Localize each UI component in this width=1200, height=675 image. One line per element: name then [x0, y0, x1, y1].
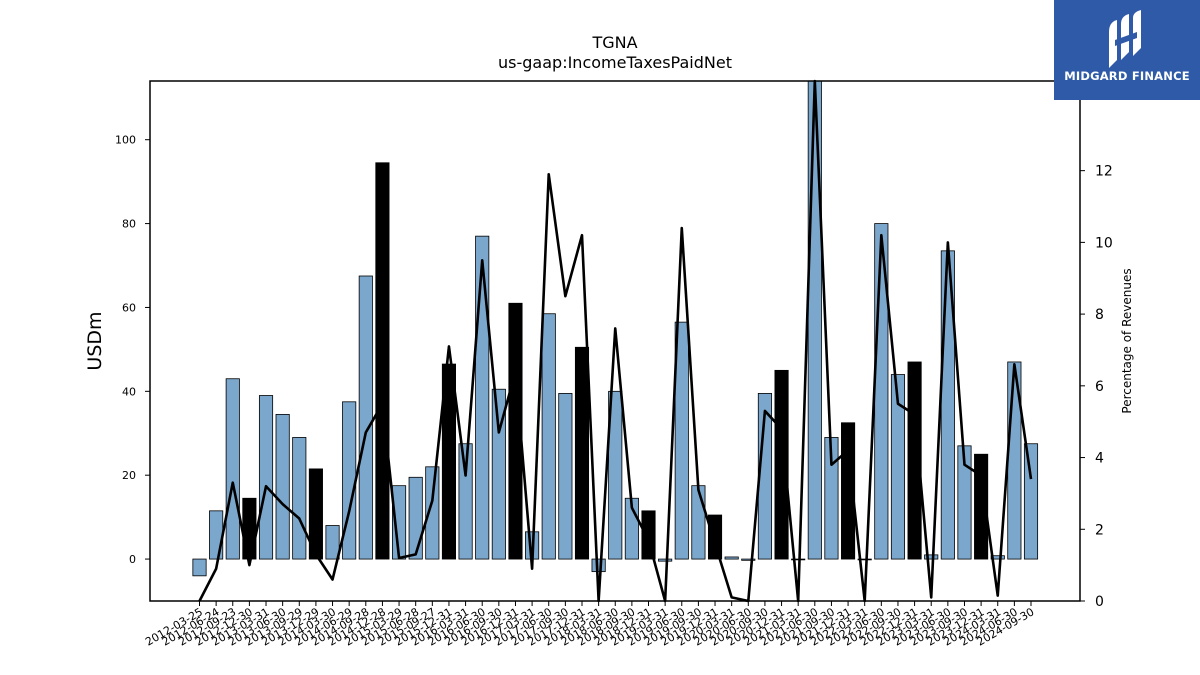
- bar: [541, 313, 556, 560]
- bar: [990, 555, 1005, 560]
- right-tick-label: 4: [1095, 451, 1104, 467]
- bar: [225, 378, 240, 560]
- right-tick-label: 6: [1095, 379, 1104, 395]
- bar: [308, 468, 323, 560]
- left-tick-label: 60: [122, 301, 136, 314]
- bar: [974, 453, 989, 560]
- bar: [774, 369, 789, 560]
- bar: [508, 302, 523, 560]
- bar: [791, 558, 806, 561]
- left-axis-ticks: 0 20 40 60 80 100: [115, 134, 150, 566]
- bar: [475, 235, 490, 560]
- bar: [641, 510, 656, 560]
- logo-text: MIDGARD FINANCE: [1064, 69, 1190, 83]
- bar: [425, 466, 440, 560]
- bar: [658, 558, 673, 562]
- left-tick-label: 40: [122, 385, 136, 398]
- y2-axis-label: Percentage of Revenues: [1120, 268, 1134, 413]
- y-axis-label: USDm: [84, 311, 106, 370]
- right-tick-label: 8: [1095, 307, 1104, 323]
- bar: [1023, 443, 1039, 560]
- bar-series: [192, 80, 1039, 577]
- bar: [242, 497, 257, 560]
- left-tick-label: 100: [115, 134, 136, 147]
- bar: [741, 558, 756, 561]
- midgard-finance-logo: MIDGARD FINANCE: [1054, 0, 1200, 100]
- bar: [674, 321, 689, 560]
- bar: [441, 363, 456, 560]
- left-tick-label: 20: [122, 469, 136, 482]
- bar: [458, 443, 473, 560]
- bar: [857, 558, 872, 561]
- bar: [724, 556, 739, 560]
- right-tick-label: 12: [1095, 164, 1113, 180]
- bar: [258, 395, 274, 560]
- bar: [558, 393, 573, 560]
- right-tick-label: 0: [1095, 594, 1104, 610]
- bar: [691, 485, 706, 560]
- bar: [957, 445, 972, 560]
- right-tick-label: 10: [1095, 235, 1113, 251]
- bar: [608, 390, 623, 560]
- bar: [192, 558, 207, 577]
- bar: [707, 514, 723, 560]
- left-tick-label: 0: [129, 553, 136, 566]
- bar: [292, 437, 307, 560]
- bar: [408, 476, 423, 560]
- percentage-line: [198, 79, 1033, 603]
- right-axis-ticks: 0 2 4 6 8 10 12: [1080, 164, 1113, 610]
- bar: [358, 275, 373, 560]
- line-series: [198, 79, 1033, 603]
- right-tick-label: 2: [1095, 522, 1104, 538]
- bar: [325, 525, 340, 560]
- bar: [375, 162, 390, 560]
- bar: [807, 80, 822, 560]
- chart-title: TGNA: [591, 33, 637, 52]
- bar: [924, 554, 939, 560]
- bar: [275, 413, 290, 560]
- x-axis-ticks: 2012-03-252012-06-242012-09-232012-12-30…: [143, 601, 1037, 649]
- bar: [574, 346, 590, 560]
- bar: [209, 510, 224, 560]
- midgard-logo-icon: [1109, 10, 1141, 68]
- bar: [841, 422, 856, 560]
- left-tick-label: 80: [122, 218, 136, 231]
- bar: [491, 388, 506, 560]
- chart-subtitle: us-gaap:IncomeTaxesPaidNet: [498, 53, 732, 72]
- bar: [890, 374, 906, 560]
- plot-frame: [149, 80, 1081, 602]
- bar: [591, 558, 606, 573]
